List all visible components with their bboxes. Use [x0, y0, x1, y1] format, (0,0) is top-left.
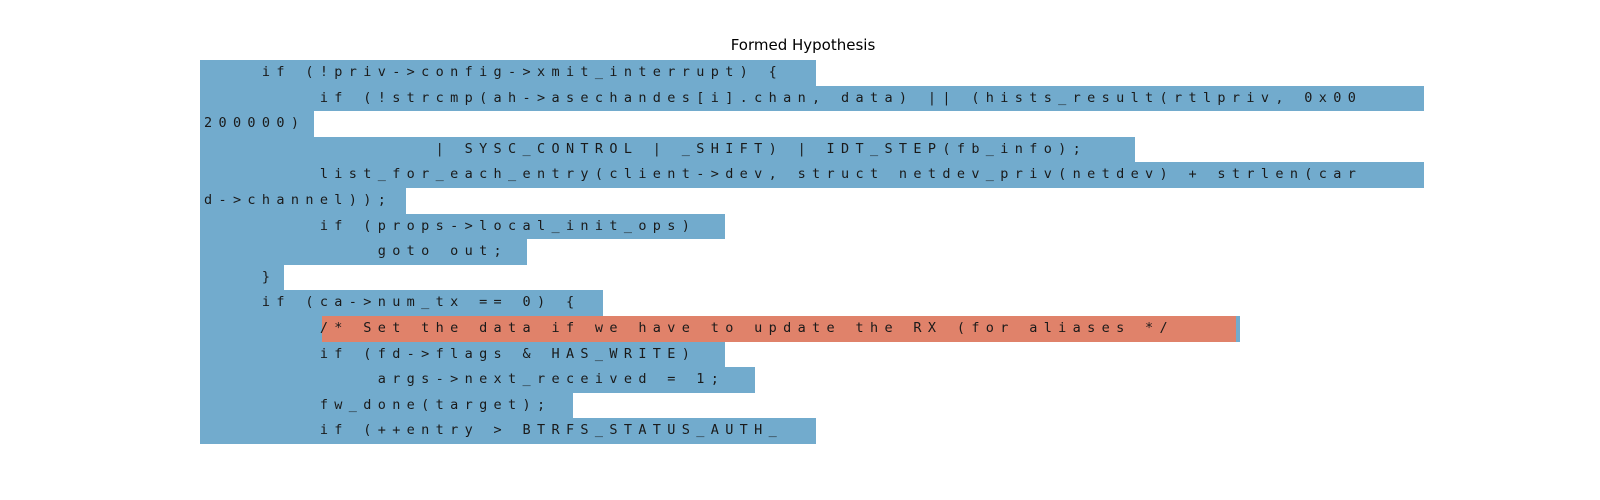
code-line: if (++entry > BTRFS_STATUS_AUTH_ [200, 418, 1444, 444]
line-highlight [200, 111, 315, 137]
figure-title: Formed Hypothesis [730, 36, 876, 54]
code-line-text: d->channel)); [204, 191, 393, 208]
code-line-text: if (fd->flags & HAS_WRITE) [204, 345, 697, 362]
code-line-text: /* Set the data if we have to update the… [204, 319, 1175, 336]
code-line-text: goto out; [204, 243, 509, 260]
code-line: if (!strcmp(ah->asechandes[i].chan, data… [200, 85, 1444, 112]
code-line-text: if (ca->num_tx == 0) { [204, 294, 581, 311]
line-highlight [200, 136, 1136, 163]
line-highlight [200, 341, 725, 368]
hypothesis-highlight [321, 315, 1236, 342]
code-line: d->channel)); [200, 187, 1444, 214]
line-highlight [200, 418, 816, 444]
code-line: goto out; [200, 239, 1444, 265]
code-line: } [200, 264, 1444, 291]
code-line: /* Set the data if we have to update the… [200, 315, 1444, 342]
code-line-text: if (!priv->config->xmit_interrupt) { [204, 64, 784, 80]
code-line-text: | SYSC_CONTROL | _SHIFT) | IDT_STEP(fb_i… [204, 140, 1088, 157]
code-line: list_for_each_entry(client->dev, struct … [200, 162, 1444, 188]
code-line-text: } [204, 268, 277, 285]
line-highlight [200, 187, 406, 214]
code-line: if (props->local_init_ops) [200, 213, 1444, 240]
code-line-text: if (++entry > BTRFS_STATUS_AUTH_ [204, 422, 784, 439]
line-highlight [200, 290, 604, 316]
line-highlight [200, 392, 573, 419]
code-line-text: args->next_received = 1; [204, 371, 726, 388]
code-line: | SYSC_CONTROL | _SHIFT) | IDT_STEP(fb_i… [200, 136, 1444, 163]
line-highlight [200, 264, 284, 291]
line-highlight [200, 239, 528, 265]
code-line: if (fd->flags & HAS_WRITE) [200, 341, 1444, 368]
code-block: if (!priv->config->xmit_interrupt) { if … [200, 60, 1444, 444]
code-line-text: 200000) [204, 115, 306, 132]
code-line-text: if (!strcmp(ah->asechandes[i].chan, data… [204, 89, 1363, 106]
line-highlight [200, 367, 756, 393]
code-line: 200000) [200, 111, 1444, 137]
code-line: fw_done(target); [200, 392, 1444, 419]
code-line: if (!priv->config->xmit_interrupt) { [200, 60, 1444, 86]
code-line-text: list_for_each_entry(client->dev, struct … [204, 166, 1363, 183]
code-line-text: fw_done(target); [204, 396, 552, 413]
code-line-text: if (props->local_init_ops) [204, 217, 697, 234]
code-line: if (ca->num_tx == 0) { [200, 290, 1444, 316]
line-highlight [200, 213, 725, 240]
line-highlight [200, 85, 1424, 112]
line-highlight [200, 60, 816, 86]
code-line: args->next_received = 1; [200, 367, 1444, 393]
line-highlight [200, 162, 1424, 188]
